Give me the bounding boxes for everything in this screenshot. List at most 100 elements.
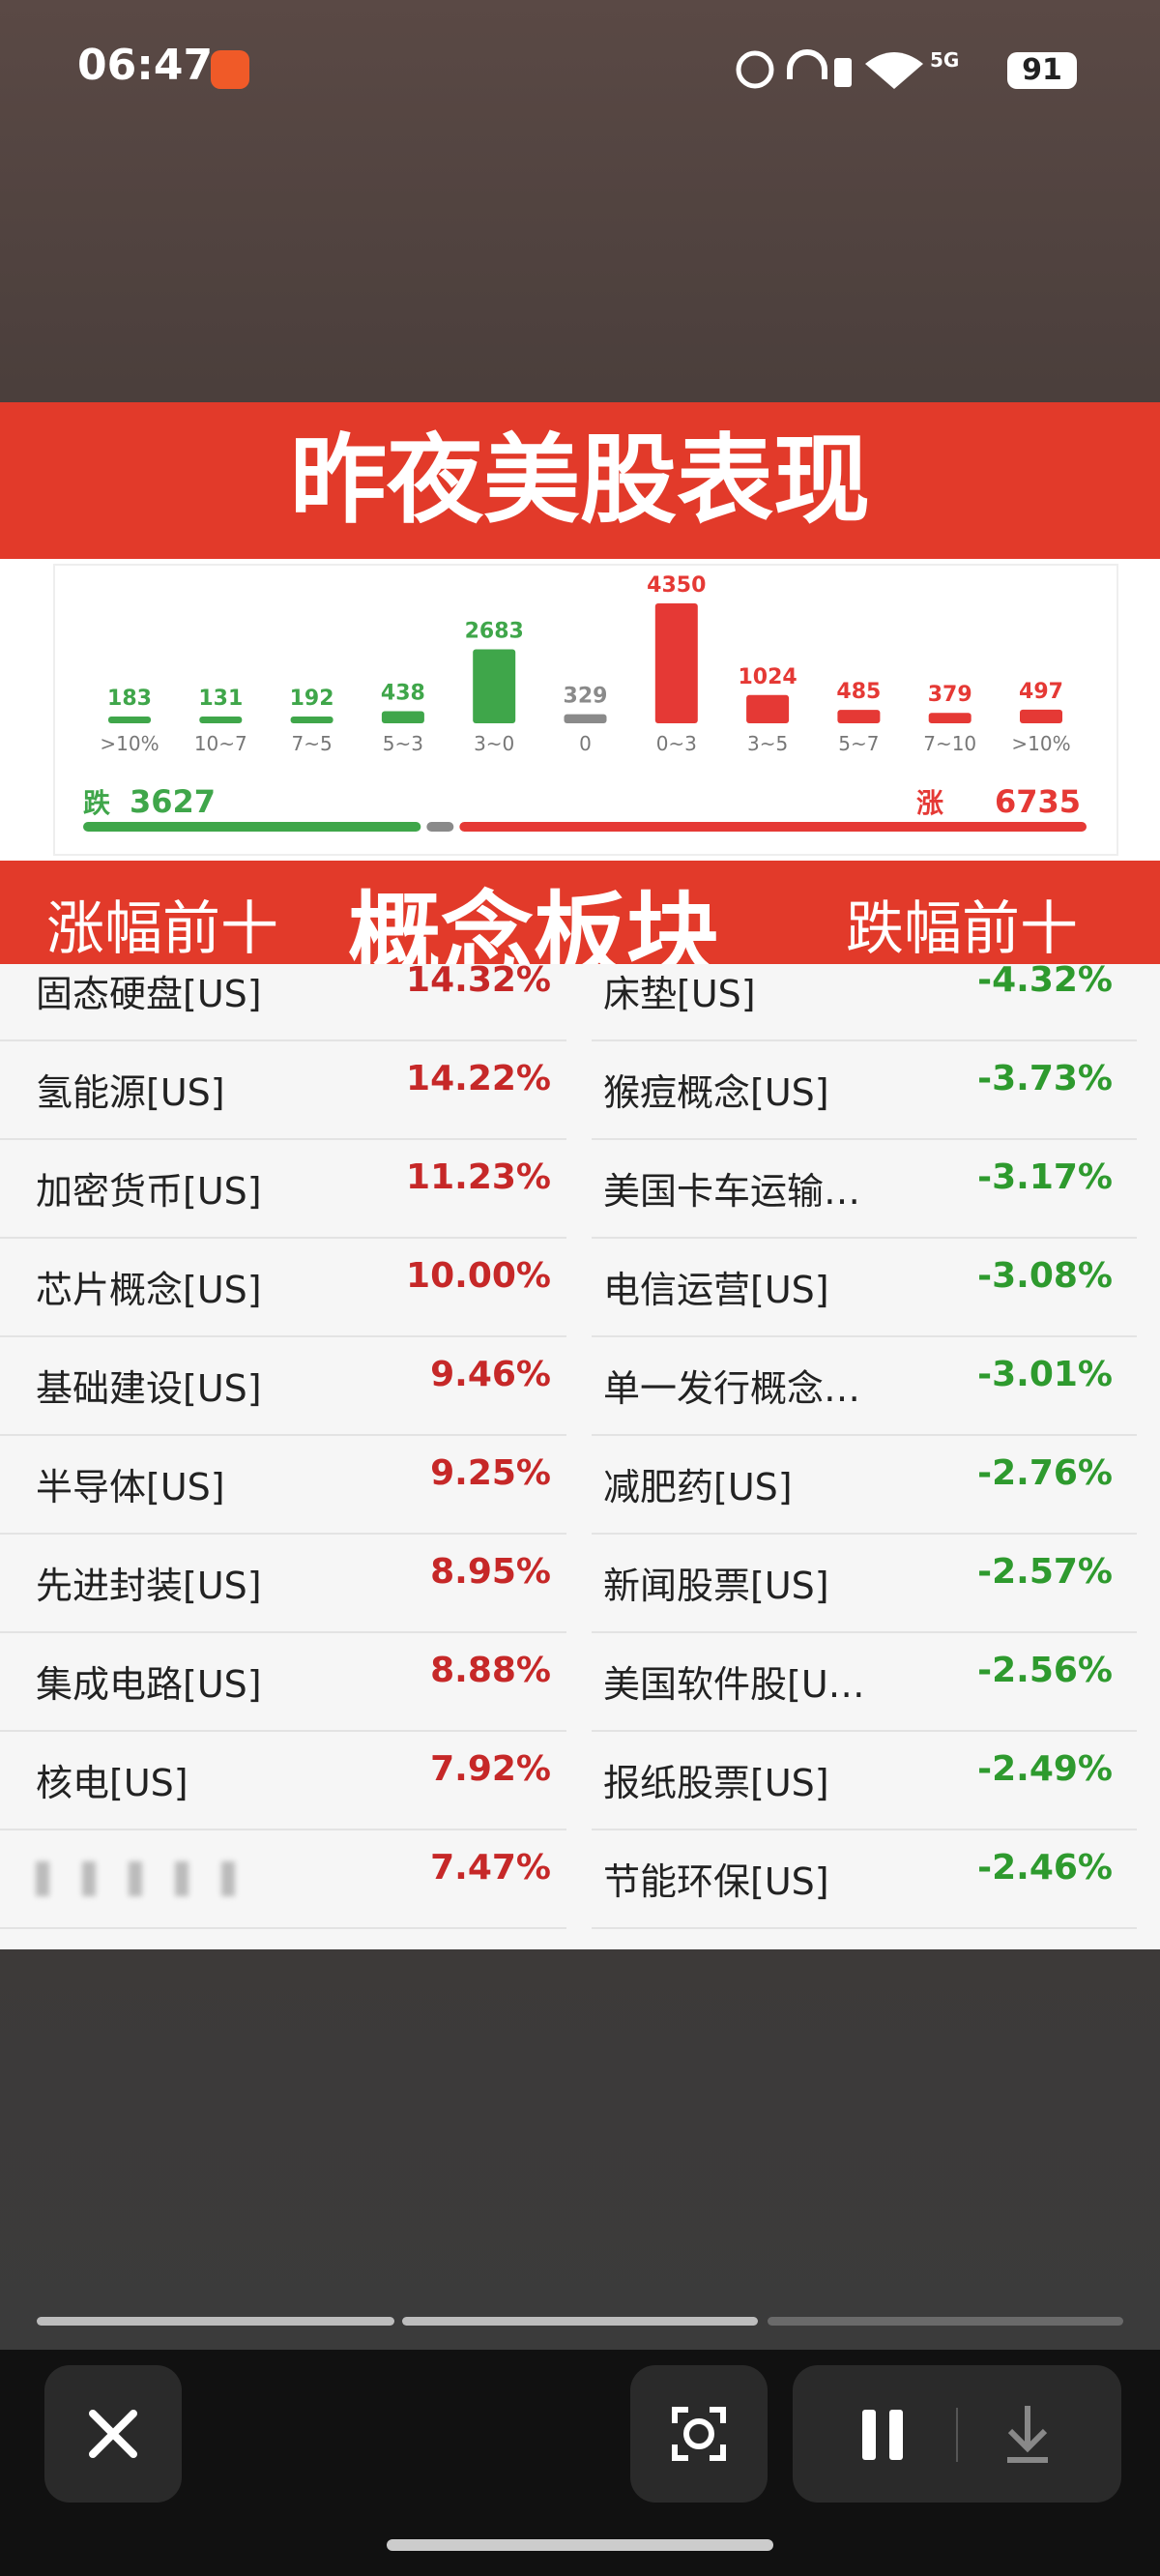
bar (928, 713, 972, 723)
losers-row: 减肥药[US] -2.76% (592, 1434, 1137, 1535)
category-label: 5~7 (838, 732, 879, 755)
pause-button[interactable] (862, 2410, 876, 2460)
concept-name: 固态硬盘[US] (36, 973, 262, 1015)
value-label: 379 (928, 683, 972, 707)
change: 9.46% (430, 1355, 551, 1394)
bar (654, 603, 698, 723)
blurred-name (175, 1861, 188, 1896)
blurred-name (221, 1861, 235, 1896)
concept-name: 美国软件股[U… (603, 1663, 865, 1706)
concept-name: 床垫[US] (603, 973, 756, 1015)
change: -2.56% (977, 1651, 1113, 1690)
change: 14.22% (406, 1059, 551, 1098)
category-label: 0~3 (656, 732, 697, 755)
losers-row: 床垫[US] -4.32% (592, 941, 1137, 1041)
gainers-row: 集成电路[US] 8.88% (0, 1631, 566, 1732)
gainers-row: 先进封装[US] 8.95% (0, 1533, 566, 1633)
poster: 昨夜美股表现 183 >10% 131 10~7 192 7~5 438 5~3 2683 3~0… (0, 402, 1160, 1949)
clock: 06:47 (77, 41, 214, 90)
value-label: 485 (836, 680, 881, 704)
gainers-row: 半导体[US] 9.25% (0, 1434, 566, 1535)
concept-name: 单一发行概念… (603, 1367, 861, 1410)
home-indicator (387, 2539, 773, 2551)
gainers-row: 基础建设[US] 9.46% (0, 1335, 566, 1436)
change: -4.32% (977, 960, 1113, 1000)
change: -3.01% (977, 1355, 1113, 1394)
bar (108, 717, 151, 723)
fall-label: 跌 (83, 787, 110, 819)
losers-row: 电信运营[US] -3.08% (592, 1237, 1137, 1337)
change: 10.00% (406, 1256, 551, 1296)
gainers-row: 7.47% (0, 1829, 566, 1929)
tables: 固态硬盘[US] 14.32% 氢能源[US] 14.22% 加密货币[US] 11.23… (0, 960, 1160, 1949)
value-label: 2683 (465, 620, 524, 644)
progress-segment (37, 2317, 394, 2326)
losers-row: 新闻股票[US] -2.57% (592, 1533, 1137, 1633)
blurred-name (129, 1861, 142, 1896)
value-label: 192 (290, 687, 334, 711)
change: 11.23% (406, 1157, 551, 1197)
change: -3.73% (977, 1059, 1113, 1098)
value-label: 438 (381, 682, 425, 706)
category-label: 0 (579, 732, 592, 755)
concept-name: 基础建设[US] (36, 1367, 262, 1410)
concept-name: 半导体[US] (36, 1466, 225, 1508)
control-bar (0, 2350, 1160, 2576)
status-icons (736, 49, 923, 89)
value-label: 183 (107, 687, 152, 711)
losers-row: 美国软件股[U… -2.56% (592, 1631, 1137, 1732)
bar (1020, 709, 1062, 723)
rise-label: 涨 (916, 787, 943, 819)
losers-row: 单一发行概念… -3.01% (592, 1335, 1137, 1436)
change: 8.88% (430, 1651, 551, 1690)
value-label: 497 (1019, 680, 1063, 704)
change: -2.76% (977, 1453, 1113, 1493)
category-label: 5~3 (383, 732, 423, 755)
distribution-chart: 183 >10% 131 10~7 192 7~5 438 5~3 2683 3~0 329 0 435… (53, 564, 1118, 856)
gainers-row: 固态硬盘[US] 14.32% (0, 941, 566, 1041)
change: -2.57% (977, 1552, 1113, 1592)
bar (564, 714, 607, 723)
blurred-name (36, 1861, 49, 1896)
app-icon (211, 50, 249, 89)
change: 8.95% (430, 1552, 551, 1592)
category-label: 7~5 (291, 732, 332, 755)
change: -3.08% (977, 1256, 1113, 1296)
category-label: 3~0 (474, 732, 514, 755)
losers-row: 猴痘概念[US] -3.73% (592, 1039, 1137, 1140)
concept-name: 美国卡车运输… (603, 1170, 861, 1213)
fall-count: 3627 (130, 783, 216, 820)
rise-bar (459, 822, 1088, 832)
gainers-row: 氢能源[US] 14.22% (0, 1039, 566, 1140)
concept-name: 新闻股票[US] (603, 1565, 829, 1607)
gainers-row: 芯片概念[US] 10.00% (0, 1237, 566, 1337)
scan-button[interactable] (630, 2365, 768, 2503)
progress-segment (402, 2317, 758, 2326)
status-bar: 06:47 5G 91 (0, 0, 1160, 135)
concept-name: 加密货币[US] (36, 1170, 262, 1213)
media-controls (793, 2365, 1121, 2503)
bar (381, 711, 424, 723)
progress-segment (768, 2317, 1123, 2326)
battery: 91 (1007, 52, 1077, 89)
bar (746, 694, 790, 723)
bar (837, 710, 881, 723)
network: 5G (930, 48, 960, 72)
category-label: >10% (100, 732, 159, 755)
concept-name: 猴痘概念[US] (603, 1071, 829, 1114)
close-button[interactable] (44, 2365, 182, 2503)
rise-count: 6735 (995, 783, 1081, 820)
losers-heading: 跌幅前十 (846, 895, 1078, 963)
change: -3.17% (977, 1157, 1113, 1197)
change: 7.92% (430, 1749, 551, 1789)
value-label: 131 (198, 687, 243, 711)
change: 9.25% (430, 1453, 551, 1493)
gainers-row: 加密货币[US] 11.23% (0, 1138, 566, 1239)
category-label: 3~5 (747, 732, 788, 755)
concept-name: 节能环保[US] (603, 1860, 829, 1903)
category-label: 7~10 (923, 732, 976, 755)
gainers-row: 核电[US] 7.92% (0, 1730, 566, 1830)
poster-title: 昨夜美股表现 (0, 402, 1160, 559)
download-button[interactable] (1007, 2406, 1048, 2463)
